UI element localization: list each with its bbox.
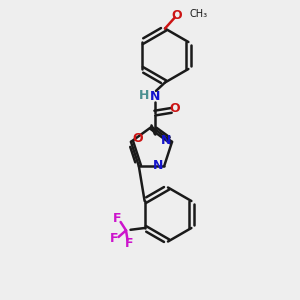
Text: H: H [139, 89, 149, 102]
Text: N: N [150, 90, 160, 104]
Text: N: N [161, 134, 171, 147]
Text: F: F [110, 232, 119, 245]
Text: F: F [113, 212, 122, 226]
Text: O: O [132, 132, 143, 145]
Text: F: F [125, 237, 133, 250]
Text: O: O [169, 102, 180, 116]
Text: O: O [171, 9, 182, 22]
Text: N: N [152, 160, 163, 172]
Text: CH₃: CH₃ [189, 9, 207, 20]
